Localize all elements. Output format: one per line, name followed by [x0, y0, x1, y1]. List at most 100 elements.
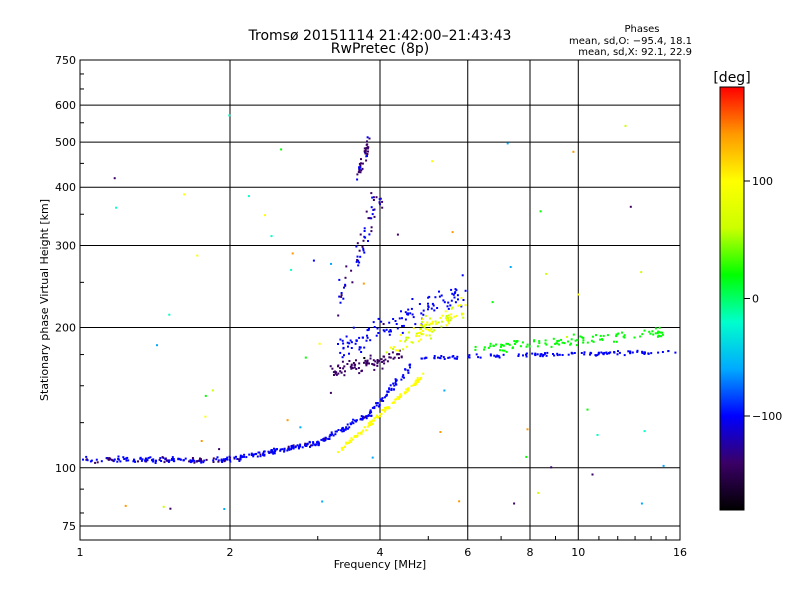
echo-point	[649, 332, 652, 335]
echo-point	[449, 319, 452, 322]
echo-point	[446, 318, 449, 321]
echo-point	[560, 338, 563, 341]
echo-point	[366, 336, 369, 339]
echo-point	[398, 397, 401, 400]
echo-point	[305, 444, 308, 447]
echo-point	[440, 325, 443, 328]
echo-point	[419, 324, 422, 327]
echo-point	[385, 394, 388, 397]
echo-point	[502, 344, 505, 347]
echo-point	[211, 389, 214, 392]
echo-point	[589, 353, 591, 356]
echo-point	[395, 398, 398, 401]
echo-point	[438, 290, 440, 293]
echo-point	[350, 367, 353, 370]
echo-point	[411, 298, 414, 300]
echo-point	[350, 341, 353, 344]
echo-point	[163, 461, 166, 464]
echo-point	[149, 456, 152, 459]
echo-point	[340, 292, 343, 294]
echo-point	[334, 433, 337, 436]
echo-point	[556, 340, 559, 342]
echo-point	[414, 384, 417, 386]
echo-point	[233, 456, 236, 459]
echo-point	[494, 355, 497, 358]
echo-point	[590, 352, 593, 355]
echo-point	[522, 354, 524, 357]
echo-point	[311, 444, 314, 447]
echo-point	[525, 455, 528, 458]
echo-point	[337, 314, 340, 317]
echo-point	[618, 351, 621, 354]
echo-point	[173, 460, 176, 463]
echo-point	[449, 304, 452, 307]
echo-point	[223, 508, 226, 510]
echo-point	[513, 502, 516, 505]
echo-point	[365, 159, 368, 162]
echo-point	[345, 426, 348, 429]
echo-point	[279, 448, 282, 451]
echo-point	[537, 491, 540, 494]
echo-point	[333, 374, 335, 376]
echo-point	[427, 308, 429, 311]
y-tick-label: 200	[55, 322, 76, 335]
echo-point	[381, 361, 384, 363]
echo-point	[550, 345, 553, 348]
echo-point	[576, 338, 579, 341]
echo-point	[359, 432, 362, 434]
echo-point	[192, 458, 195, 461]
echo-point	[525, 353, 527, 356]
chart-title-line2: RwPretec (8p)	[331, 41, 429, 57]
echo-point	[367, 150, 369, 153]
echo-point	[454, 288, 457, 291]
echo-point	[191, 459, 194, 462]
echo-point	[424, 328, 427, 331]
echo-point	[286, 449, 289, 452]
echo-point	[516, 340, 519, 342]
echo-point	[567, 340, 569, 343]
echo-point	[427, 305, 430, 308]
echo-point	[341, 447, 344, 450]
echo-point	[389, 346, 392, 349]
echo-point	[364, 152, 367, 155]
echo-point	[355, 245, 358, 248]
echo-point	[137, 460, 139, 463]
echo-point	[403, 391, 406, 394]
echo-point	[199, 460, 202, 463]
y-tick-label: 100	[55, 462, 76, 475]
echo-point	[360, 169, 363, 172]
echo-point	[189, 459, 192, 462]
echo-point	[441, 320, 444, 323]
echo-point	[432, 304, 435, 307]
echo-point	[119, 460, 122, 463]
echo-point	[586, 341, 589, 344]
echo-point	[356, 173, 359, 176]
echo-point	[384, 406, 386, 409]
echo-point	[580, 352, 583, 354]
echo-point	[446, 305, 449, 308]
echo-point	[538, 342, 541, 345]
echo-point	[318, 442, 320, 445]
echo-point	[324, 436, 327, 439]
echo-point	[643, 329, 646, 332]
echo-point	[351, 438, 354, 441]
echo-point	[592, 340, 595, 343]
echo-point	[397, 396, 400, 399]
echo-point	[533, 339, 536, 342]
echo-point	[117, 458, 120, 461]
echo-point	[292, 447, 295, 450]
echo-point	[96, 461, 99, 464]
echo-point	[541, 355, 544, 358]
echo-point	[457, 298, 459, 301]
echo-point	[347, 442, 350, 445]
echo-point	[533, 340, 535, 343]
echo-point	[111, 459, 114, 462]
x-tick-label: 16	[673, 546, 687, 559]
echo-point	[229, 459, 231, 461]
echo-point	[570, 338, 573, 341]
echo-point	[404, 318, 407, 321]
echo-point	[563, 342, 566, 345]
echo-point	[347, 345, 349, 348]
echo-point	[184, 457, 187, 460]
